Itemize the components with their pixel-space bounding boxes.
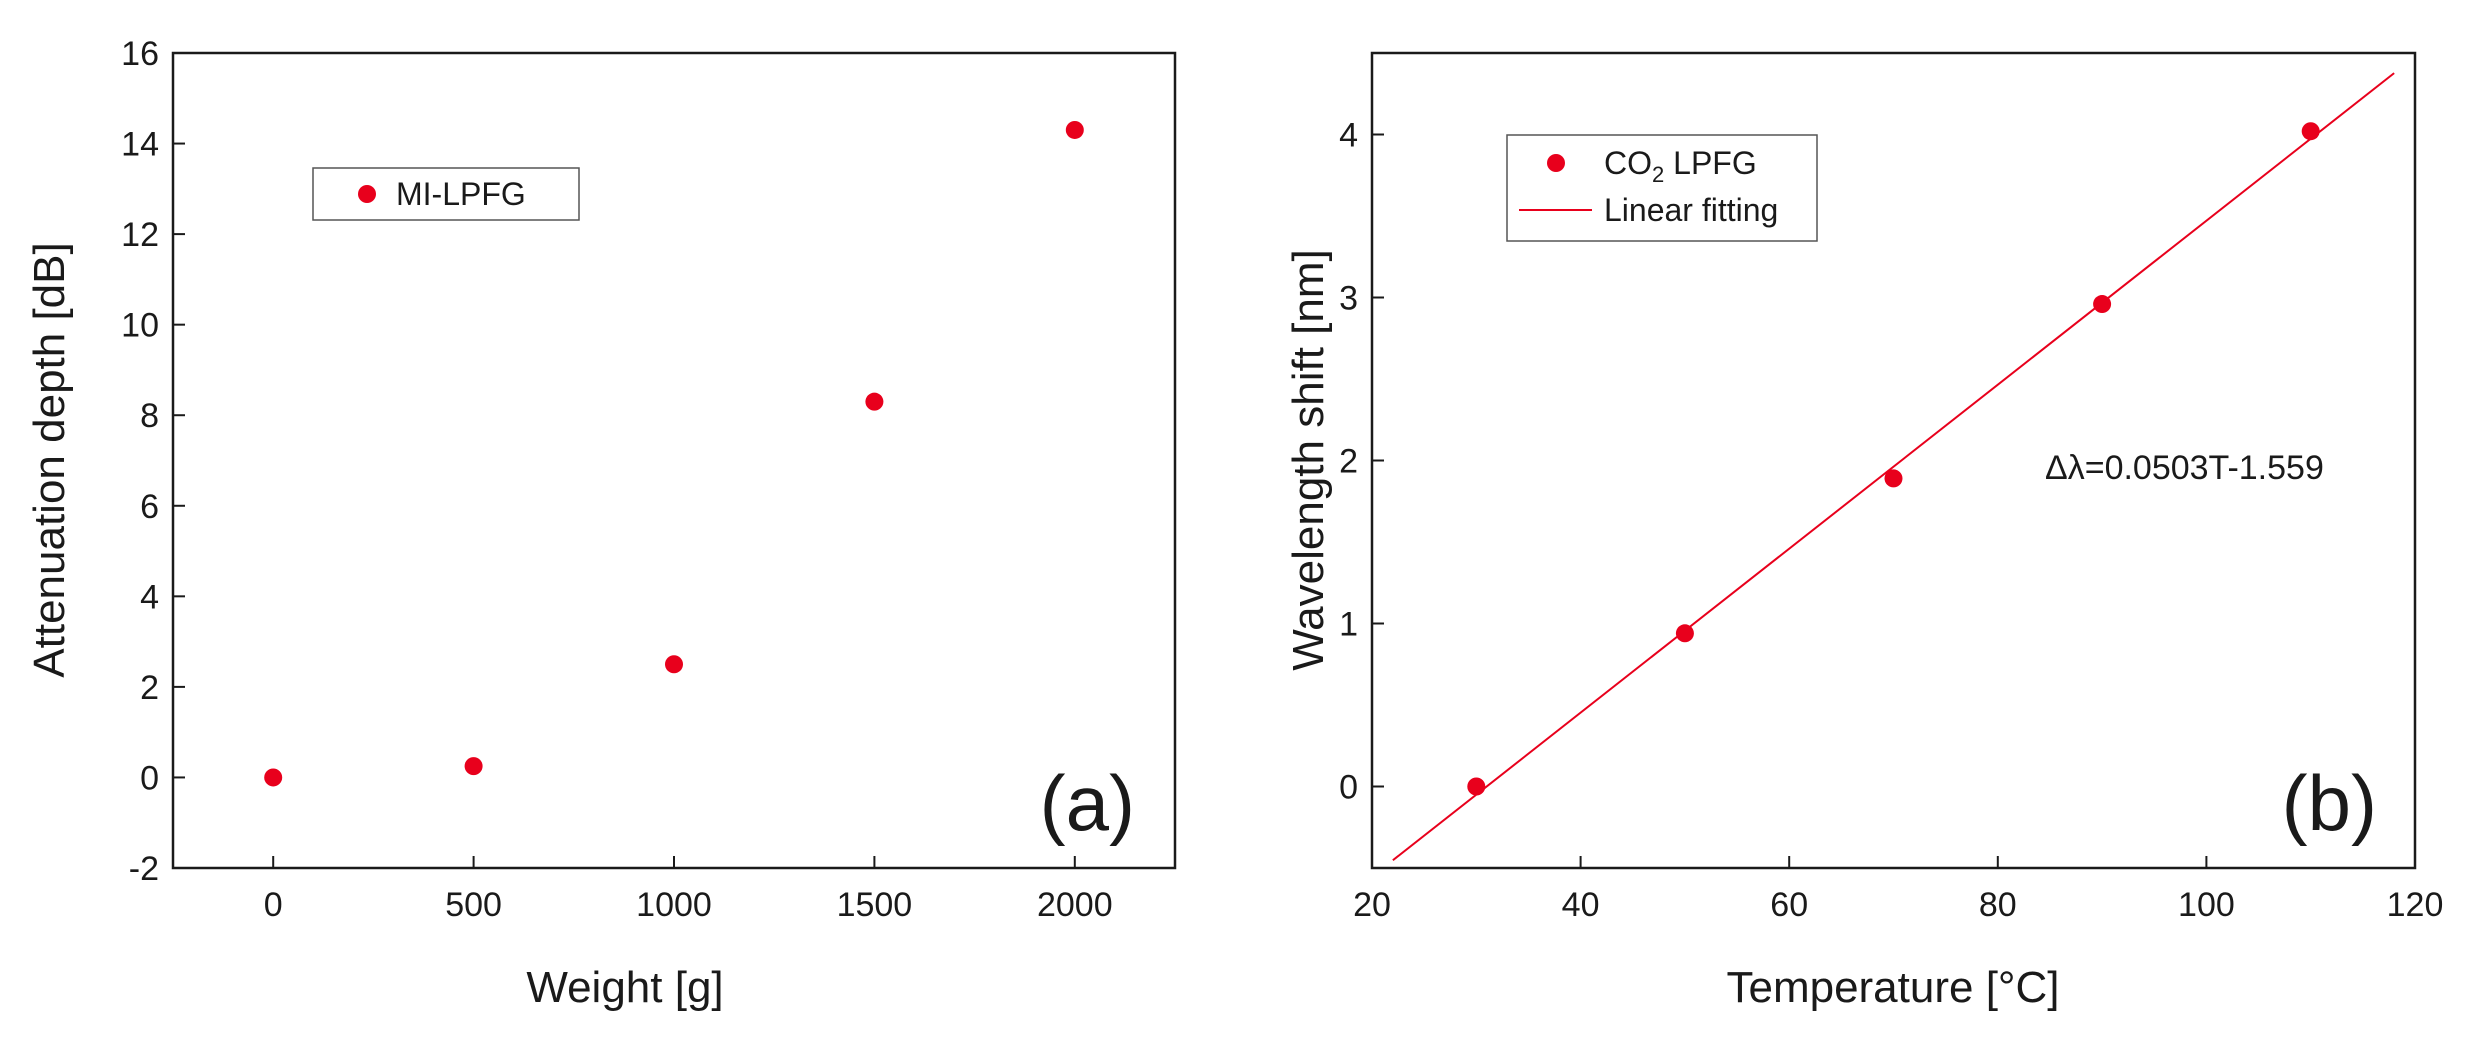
panel-a-y-label: Attenuation depth [dB] <box>25 242 74 677</box>
panel-b-y-label: Wavelength shift [nm] <box>1284 249 1333 670</box>
x-tick-label: 60 <box>1770 886 1808 924</box>
panel-b-y-ticks: 0 1 2 3 4 <box>1339 117 1384 807</box>
y-tick-label: 6 <box>140 488 159 526</box>
y-tick-label: 1 <box>1339 606 1358 644</box>
y-tick-label: 16 <box>121 35 159 73</box>
x-tick-label: 1000 <box>636 886 712 924</box>
panel-a-y-ticks: -2 0 2 4 6 8 10 12 14 16 <box>121 35 185 888</box>
x-tick-label: 2000 <box>1037 886 1113 924</box>
data-point <box>1675 624 1694 643</box>
panel-b-points <box>1467 122 2320 796</box>
panel-a-legend-box <box>312 167 580 221</box>
x-tick-label: 80 <box>1979 886 2017 924</box>
data-point <box>1467 777 1486 796</box>
panel-a-x-label: Weight [g] <box>526 963 723 1012</box>
y-tick-label: 4 <box>140 578 159 616</box>
y-tick-label: 3 <box>1339 280 1358 318</box>
y-tick-label: -2 <box>129 850 159 888</box>
panel-b-legend-marker-label: CO2 LPFG <box>1604 145 1757 187</box>
panel-a-legend: MI-LPFG <box>312 167 580 221</box>
panel-a-legend-marker <box>358 185 376 203</box>
panel-a-legend-label: MI-LPFG <box>396 176 526 212</box>
data-point <box>665 655 683 674</box>
data-point <box>1884 469 1903 488</box>
y-tick-label: 14 <box>121 126 159 164</box>
x-tick-label: 40 <box>1562 886 1600 924</box>
y-tick-label: 0 <box>140 759 159 797</box>
panel-b-fit-line <box>1392 72 2395 862</box>
panel-b-x-ticks: 20 40 60 80 100 120 <box>1353 856 2443 924</box>
panel-a-label: (a) <box>1040 759 1135 847</box>
x-tick-label: 0 <box>264 886 283 924</box>
y-tick-label: 2 <box>140 669 159 707</box>
panel-a-points <box>264 120 1084 787</box>
data-point <box>865 392 884 411</box>
panel-b-label: (b) <box>2282 759 2377 847</box>
data-point <box>1065 120 1084 139</box>
panel-b-fit-equation: Δλ=0.0503T-1.559 <box>2045 449 2324 487</box>
panel-b-x-label: Temperature [°C] <box>1726 963 2059 1012</box>
data-point <box>2301 122 2320 141</box>
y-tick-label: 12 <box>121 216 159 254</box>
x-tick-label: 500 <box>445 886 502 924</box>
panel-b-legend-line-label: Linear fitting <box>1604 192 1778 228</box>
x-tick-label: 100 <box>2178 886 2235 924</box>
data-point <box>264 768 283 787</box>
panel-b-legend-box <box>1506 134 1818 242</box>
y-tick-label: 0 <box>1339 769 1358 807</box>
x-tick-label: 20 <box>1353 886 1391 924</box>
panel-b-legend: CO2 LPFG Linear fitting <box>1506 134 1818 242</box>
panel-a: -2 0 2 4 6 8 10 12 14 16 0 500 1000 1500 2000 Weight … <box>25 35 1177 1012</box>
x-tick-label: 1500 <box>837 886 913 924</box>
y-tick-label: 8 <box>140 397 159 435</box>
panel-a-x-ticks: 0 500 1000 1500 2000 <box>264 856 1113 924</box>
panel-b: 0 1 2 3 4 20 40 60 80 100 120 Temperature [°C] Wa… <box>1284 51 2443 1012</box>
x-tick-label: 120 <box>2387 886 2444 924</box>
y-tick-label: 2 <box>1339 443 1358 481</box>
y-tick-label: 4 <box>1339 117 1358 155</box>
data-point <box>2093 295 2112 314</box>
panel-b-legend-marker <box>1547 154 1565 172</box>
data-point <box>464 757 483 776</box>
y-tick-label: 10 <box>121 307 159 345</box>
